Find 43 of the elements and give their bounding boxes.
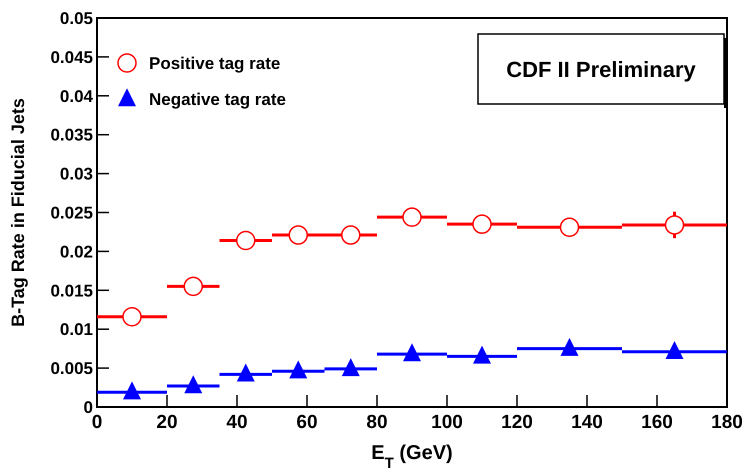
legend-label: Negative tag rate — [149, 90, 286, 109]
point — [560, 338, 578, 356]
y-tick-label: 0.045 — [50, 48, 93, 67]
annotation: CDF II Preliminary — [506, 57, 697, 82]
point — [560, 218, 580, 238]
point — [122, 307, 142, 326]
x-tick-label: 60 — [296, 412, 318, 433]
point — [184, 276, 203, 296]
x-tick-label: 80 — [366, 412, 388, 433]
point — [341, 225, 360, 245]
x-tick-label: 100 — [431, 412, 463, 433]
y-tick-label: 0.005 — [50, 359, 93, 378]
y-tick-label: 0.035 — [50, 126, 93, 145]
legend-label: Positive tag rate — [149, 54, 280, 73]
point — [289, 360, 308, 378]
x-axis-title: E$_{T}$ (GeV) — [371, 442, 453, 469]
x-tick-label: 120 — [501, 412, 533, 433]
point — [664, 215, 684, 235]
y-tick-label: 0.03 — [60, 164, 93, 184]
y-tick-label: 0.025 — [50, 204, 93, 222]
point — [184, 375, 202, 394]
x-tick-label: 140 — [571, 412, 603, 433]
point — [236, 364, 255, 382]
y-tick-label: 0.015 — [50, 281, 93, 300]
y-tick-label: 0.01 — [60, 320, 93, 340]
point — [666, 340, 684, 359]
point — [123, 381, 141, 400]
point — [402, 207, 422, 227]
y-tick-label: 0.02 — [60, 242, 93, 262]
x-tick-label: 180 — [711, 412, 743, 433]
y-axis-title: B-Tag Rate in Fiducial Jets — [8, 98, 28, 327]
point — [403, 343, 421, 362]
point — [342, 358, 360, 376]
y-tick-label: 0.05 — [60, 9, 93, 28]
point — [472, 214, 492, 234]
point — [288, 225, 308, 245]
x-tick-label: 160 — [641, 412, 673, 433]
x-tick-label: 40 — [226, 412, 248, 433]
point — [236, 230, 256, 250]
y-tick-label: 0.04 — [60, 86, 94, 106]
point — [473, 346, 491, 364]
x-tick-label: 20 — [156, 412, 178, 433]
y-tick-label: 0 — [84, 398, 93, 417]
